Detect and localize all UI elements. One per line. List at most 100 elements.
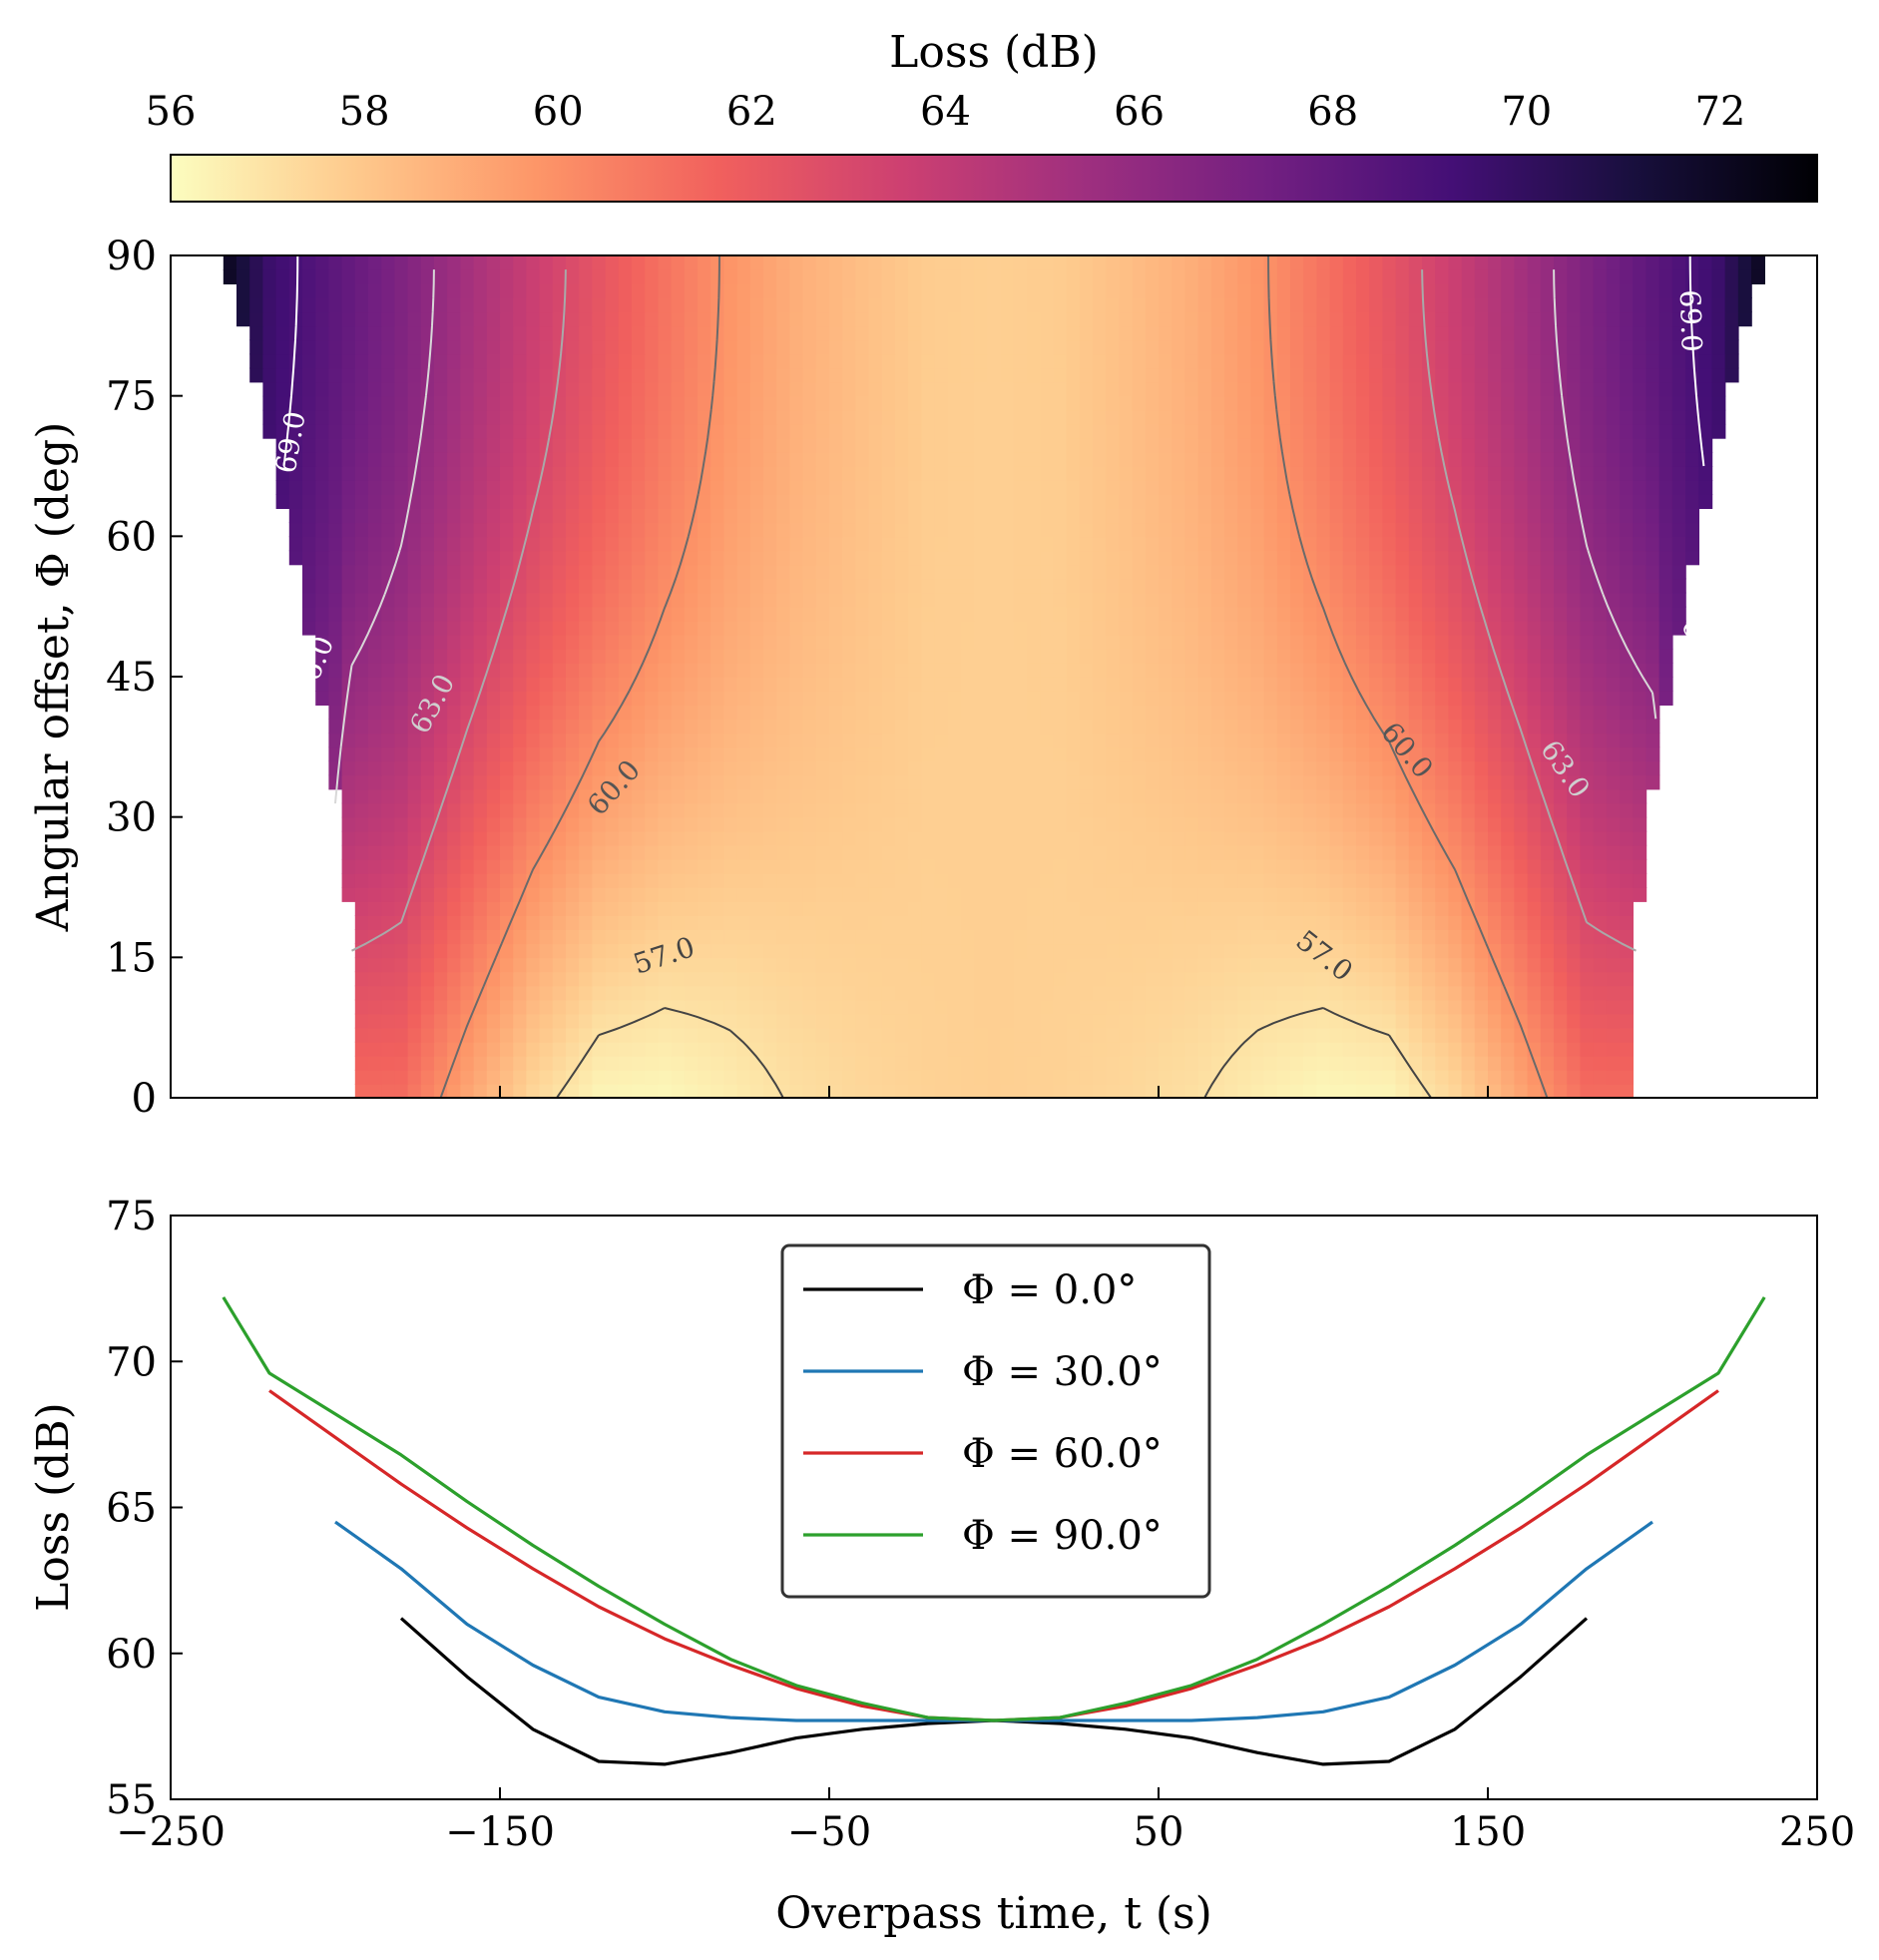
heatmap-cell: [1224, 760, 1238, 776]
heatmap-cell: [328, 564, 343, 580]
heatmap-cell: [1593, 858, 1608, 874]
heatmap-cell: [394, 844, 409, 860]
heatmap-cell: [1040, 409, 1055, 425]
heatmap-cell: [1172, 999, 1186, 1015]
heatmap-cell: [1395, 522, 1410, 538]
heatmap-cell: [368, 1055, 382, 1071]
heatmap-cell: [1435, 620, 1450, 636]
heatmap-cell: [1567, 971, 1582, 987]
heatmap-cell: [1053, 437, 1068, 453]
heatmap-cell: [987, 816, 1002, 832]
heatmap-cell: [1237, 480, 1252, 495]
heatmap-cell: [829, 466, 843, 481]
heatmap-cell: [829, 719, 843, 735]
heatmap-cell: [1027, 1013, 1041, 1029]
heatmap-cell: [566, 858, 580, 874]
heatmap-cell: [1066, 494, 1081, 509]
heatmap-cell: [1369, 437, 1384, 453]
heatmap-cell: [763, 480, 777, 495]
heatmap-cell: [1435, 887, 1450, 902]
heatmap-cell: [895, 705, 909, 720]
heatmap-cell: [1159, 985, 1173, 1001]
heatmap-cell: [1290, 1083, 1304, 1098]
heatmap-cell: [1580, 887, 1595, 902]
heatmap-cell: [341, 691, 356, 706]
heatmap-cell: [829, 1027, 843, 1043]
heatmap-cell: [736, 437, 751, 453]
heatmap-cell: [579, 508, 594, 524]
heatmap-cell: [407, 774, 422, 790]
heatmap-cell: [1027, 957, 1041, 973]
heatmap-cell: [723, 592, 738, 608]
heatmap-cell: [763, 733, 777, 748]
heatmap-cell: [855, 760, 870, 776]
heatmap-cell: [961, 844, 975, 860]
heatmap-cell: [671, 858, 686, 874]
heatmap-cell: [1606, 536, 1621, 552]
heatmap-cell: [1567, 691, 1582, 706]
heatmap-cell: [1184, 437, 1199, 453]
heatmap-cell: [1527, 1027, 1542, 1043]
heatmap-cell: [566, 999, 580, 1015]
heatmap-cell: [473, 971, 488, 987]
heatmap-cell: [1132, 915, 1147, 930]
heatmap-cell: [1145, 564, 1160, 580]
heatmap-cell: [802, 816, 817, 832]
heatmap-cell: [1224, 971, 1238, 987]
heatmap-cell: [1250, 957, 1265, 973]
heatmap-cell: [566, 971, 580, 987]
heatmap-cell: [829, 522, 843, 538]
heatmap-cell: [632, 901, 646, 916]
heatmap-cell: [1540, 1069, 1555, 1085]
heatmap-cell: [829, 634, 843, 650]
heatmap-cell: [1106, 985, 1121, 1001]
heatmap-cell: [829, 564, 843, 580]
heatmap-cell: [723, 872, 738, 888]
heatmap-cell: [1554, 466, 1568, 481]
heatmap-cell: [1119, 423, 1134, 439]
heatmap-cell: [1369, 929, 1384, 945]
heatmap-cell: [1250, 774, 1265, 790]
heatmap-cell: [736, 1055, 751, 1071]
heatmap-cell: [1066, 550, 1081, 566]
heatmap-cell: [1527, 887, 1542, 902]
heatmap-cell: [1303, 437, 1318, 453]
heatmap-cell: [1554, 1083, 1568, 1098]
heatmap-cell: [1172, 437, 1186, 453]
heatmap-cell: [1408, 662, 1423, 678]
heatmap-cell: [407, 929, 422, 945]
heatmap-cell: [1093, 451, 1107, 467]
heatmap-cell: [684, 578, 699, 594]
heatmap-cell: [1435, 788, 1450, 804]
heatmap-cell: [1567, 746, 1582, 762]
heatmap-cell: [1408, 494, 1423, 509]
heatmap-cell: [1554, 1013, 1568, 1029]
heatmap-cell: [1554, 508, 1568, 524]
heatmap-cell: [1263, 606, 1278, 622]
heatmap-cell: [1342, 816, 1357, 832]
heatmap-cell: [1395, 536, 1410, 552]
heatmap-cell: [1172, 901, 1186, 916]
heatmap-cell: [1013, 830, 1028, 846]
heatmap-cell: [1342, 872, 1357, 888]
heatmap-cell: [1106, 760, 1121, 776]
heatmap-cell: [328, 774, 343, 790]
heatmap-cell: [1027, 816, 1041, 832]
heatmap-cell: [1184, 480, 1199, 495]
heatmap-cell: [1290, 451, 1304, 467]
heatmap-cell: [1316, 844, 1331, 860]
heatmap-cell: [881, 620, 896, 636]
heatmap-cell: [420, 971, 435, 987]
heatmap-cell: [500, 620, 514, 636]
heatmap-cell: [671, 606, 686, 622]
heatmap-cell: [1685, 466, 1699, 481]
heatmap-cell: [368, 705, 382, 720]
heatmap-cell: [1172, 522, 1186, 538]
heatmap-cell: [1645, 494, 1660, 509]
heatmap-cell: [1369, 451, 1384, 467]
heatmap-cell: [1422, 830, 1436, 846]
heatmap-cell: [618, 662, 633, 678]
heatmap-cell: [354, 915, 369, 930]
heatmap-cell: [1448, 620, 1463, 636]
heatmap-cell: [513, 1041, 528, 1057]
